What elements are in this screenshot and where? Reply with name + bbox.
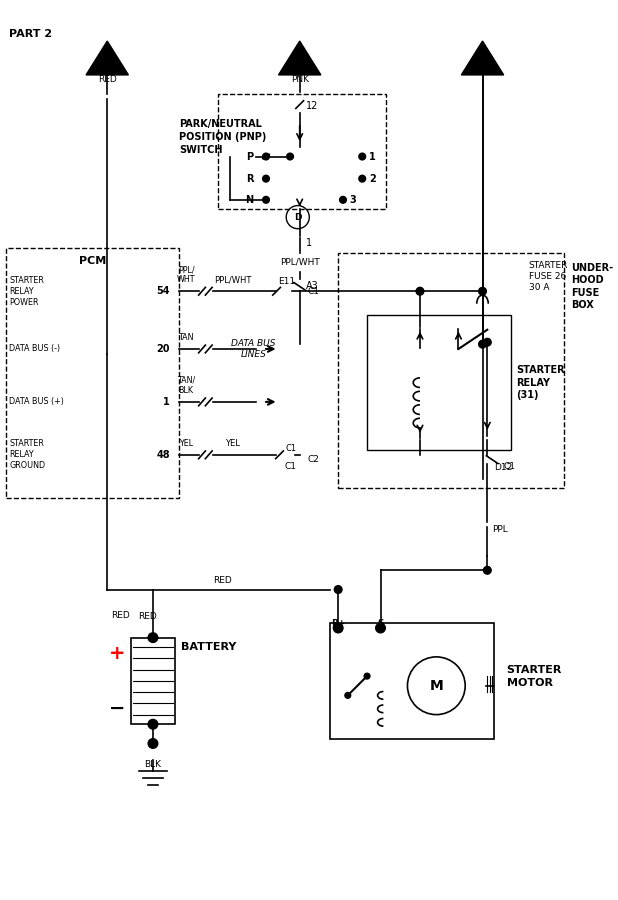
Text: B+: B+	[331, 619, 345, 628]
Text: RED: RED	[98, 75, 117, 84]
Text: 12: 12	[307, 101, 319, 111]
Text: STARTER
RELAY
GROUND: STARTER RELAY GROUND	[9, 439, 45, 471]
Text: 1: 1	[163, 397, 170, 407]
Circle shape	[345, 692, 350, 698]
Circle shape	[287, 153, 294, 160]
Text: 1: 1	[369, 151, 376, 161]
Circle shape	[416, 287, 424, 295]
Circle shape	[333, 623, 343, 633]
Text: PARK/NEUTRAL
POSITION (PNP)
SWITCH: PARK/NEUTRAL POSITION (PNP) SWITCH	[179, 119, 267, 156]
Text: S: S	[377, 619, 384, 628]
Text: BLK: BLK	[145, 760, 161, 769]
Text: D12: D12	[494, 464, 512, 472]
Text: PPL/
WHT: PPL/ WHT	[177, 266, 195, 284]
Text: C1: C1	[284, 462, 296, 471]
Text: PPL: PPL	[492, 525, 508, 534]
Text: STARTER
FUSE 26
30 A: STARTER FUSE 26 30 A	[528, 261, 568, 292]
Text: RED: RED	[138, 612, 157, 621]
Text: E11: E11	[279, 277, 295, 286]
Text: C1: C1	[307, 287, 320, 296]
Text: 20: 20	[156, 344, 170, 354]
Text: M: M	[430, 679, 443, 693]
Text: 48: 48	[156, 450, 170, 460]
Circle shape	[483, 566, 491, 574]
Circle shape	[376, 625, 384, 632]
Text: DATA BUS (+): DATA BUS (+)	[9, 398, 64, 407]
Text: PPL/WHT: PPL/WHT	[214, 275, 251, 284]
Text: 1: 1	[305, 238, 311, 248]
Circle shape	[364, 673, 370, 679]
Text: A: A	[103, 26, 112, 39]
Polygon shape	[279, 41, 321, 75]
Circle shape	[263, 176, 269, 182]
Circle shape	[376, 623, 385, 633]
Text: A3: A3	[305, 281, 318, 291]
Text: C2: C2	[307, 454, 320, 464]
Text: PCM: PCM	[79, 256, 106, 266]
Text: C: C	[478, 26, 487, 39]
Text: 54: 54	[156, 286, 170, 296]
Text: C1: C1	[504, 462, 515, 471]
Text: PNK: PNK	[290, 75, 308, 84]
Circle shape	[263, 153, 269, 160]
Polygon shape	[462, 41, 504, 75]
Text: +: +	[109, 644, 125, 663]
Text: STARTER
MOTOR: STARTER MOTOR	[507, 664, 562, 688]
Text: RED: RED	[213, 576, 232, 585]
Circle shape	[359, 176, 366, 182]
Circle shape	[148, 739, 158, 748]
Text: PPL/WHT: PPL/WHT	[280, 258, 320, 267]
Text: R: R	[246, 174, 253, 184]
Text: B: B	[295, 26, 305, 39]
Text: DATA BUS (-): DATA BUS (-)	[9, 345, 60, 354]
Circle shape	[479, 340, 486, 348]
Text: STARTER
RELAY
POWER: STARTER RELAY POWER	[9, 275, 44, 307]
Text: TAN: TAN	[179, 333, 194, 342]
Circle shape	[334, 586, 342, 593]
Circle shape	[340, 196, 346, 203]
Circle shape	[148, 719, 158, 729]
Circle shape	[479, 287, 486, 295]
Text: D: D	[294, 212, 302, 221]
Text: PART 2: PART 2	[9, 29, 52, 39]
Text: C1: C1	[286, 444, 297, 453]
Text: TAN/
BLK: TAN/ BLK	[177, 376, 195, 395]
Circle shape	[334, 625, 342, 632]
Circle shape	[263, 196, 269, 203]
Circle shape	[148, 633, 158, 643]
Text: STARTER
RELAY
(31): STARTER RELAY (31)	[516, 365, 565, 400]
Text: P: P	[247, 151, 253, 161]
Text: YEL: YEL	[225, 439, 240, 448]
Text: −: −	[109, 698, 125, 717]
Circle shape	[483, 338, 491, 346]
Text: N: N	[245, 194, 253, 205]
Text: DATA BUS
LINES: DATA BUS LINES	[231, 339, 276, 359]
Text: YEL: YEL	[179, 439, 193, 448]
Text: BATTERY: BATTERY	[181, 643, 237, 652]
Text: 3: 3	[350, 194, 357, 205]
Text: UNDER-
HOOD
FUSE
BOX: UNDER- HOOD FUSE BOX	[571, 263, 613, 310]
Text: RED: RED	[111, 611, 130, 620]
Polygon shape	[86, 41, 129, 75]
Text: 2: 2	[369, 174, 376, 184]
Circle shape	[359, 153, 366, 160]
